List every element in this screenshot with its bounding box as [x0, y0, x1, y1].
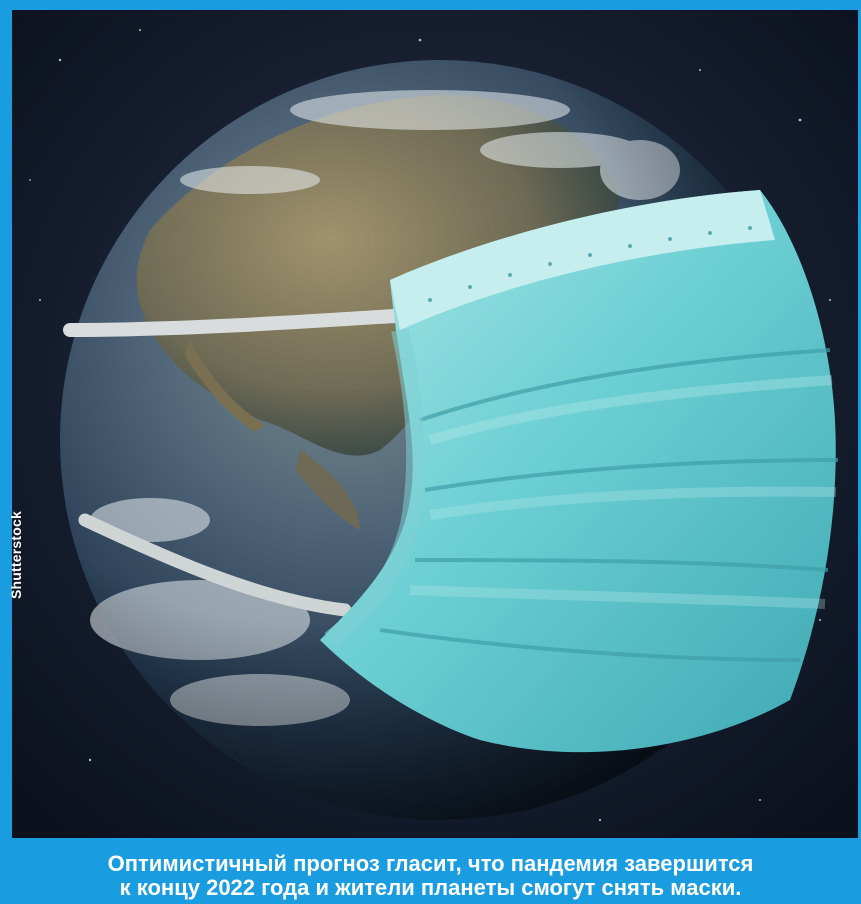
photo-frame: Shutterstock: [4, 10, 858, 838]
photo-credit: Shutterstock: [4, 480, 28, 630]
photo-caption: Оптимистичный прогноз гласит, что пандем…: [0, 847, 861, 904]
photo-credit-text: Shutterstock: [8, 511, 25, 599]
caption-line-2: к концу 2022 года и жители планеты смогу…: [119, 874, 742, 900]
caption-line-1: Оптимистичный прогноз гласит, что пандем…: [107, 850, 754, 876]
earth-mask-photo: [12, 10, 858, 838]
